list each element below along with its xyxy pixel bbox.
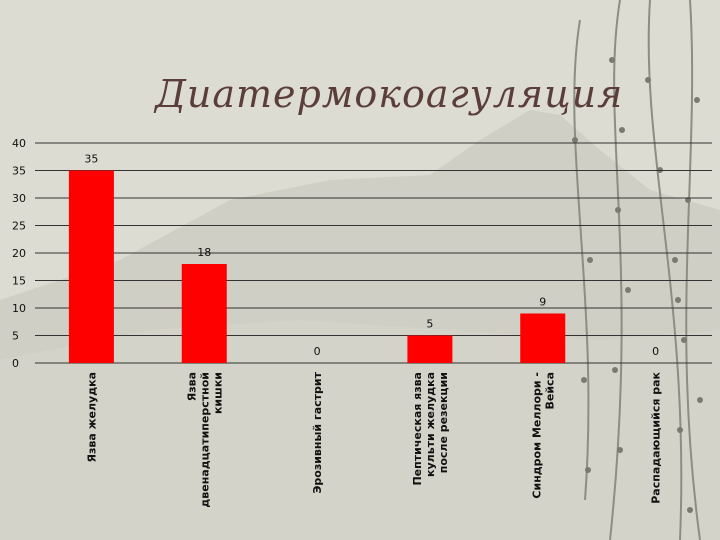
category-label-line: Распадающийся рак — [650, 371, 663, 503]
data-label: 18 — [197, 246, 211, 259]
page-title: Диатермокоагуляция — [155, 72, 624, 116]
data-label: 9 — [539, 296, 546, 309]
category-label-line: кишки — [211, 372, 224, 414]
bar — [68, 170, 114, 363]
branch-buds — [572, 57, 703, 513]
category-label: Эрозивный гастрит — [311, 371, 324, 493]
category-label-line: двенадцатиперстной — [198, 372, 211, 508]
bar — [181, 264, 227, 363]
y-tick-label: 25 — [12, 220, 26, 233]
y-tick-label: 10 — [12, 302, 26, 315]
category-label-line: культи желудка — [424, 372, 437, 477]
data-label: 0 — [652, 345, 659, 358]
category-label-line: Вейса — [543, 372, 556, 410]
y-tick-label: 30 — [12, 192, 26, 205]
bar — [407, 335, 453, 363]
y-tick-label: 0 — [12, 357, 19, 370]
data-label: 0 — [314, 345, 321, 358]
category-label-line: после резекции — [437, 372, 450, 473]
category-label: Язва двенадцатиперстной кишки — [185, 372, 224, 508]
category-label-line: Язва — [185, 372, 198, 401]
category-label: Пептическая язва культи желудка после резе… — [411, 372, 450, 486]
y-tick-label: 5 — [12, 330, 19, 343]
category-label: Распадающийся рак — [650, 371, 663, 503]
category-label-line: Пептическая язва — [411, 372, 424, 486]
category-label-line: Эрозивный гастрит — [311, 371, 324, 493]
y-tick-label: 15 — [12, 275, 26, 288]
data-label: 5 — [426, 318, 433, 331]
y-tick-label: 40 — [12, 137, 26, 150]
bar — [520, 313, 566, 363]
y-tick-label: 35 — [12, 165, 26, 178]
category-label: Язва желудка — [85, 372, 98, 462]
category-label: Синдром Меллори - Вейса — [530, 372, 556, 499]
data-label: 35 — [84, 153, 98, 166]
y-tick-label: 20 — [12, 247, 26, 260]
category-label-line: Синдром Меллори - — [530, 372, 543, 499]
category-label-line: Язва желудка — [85, 372, 98, 462]
